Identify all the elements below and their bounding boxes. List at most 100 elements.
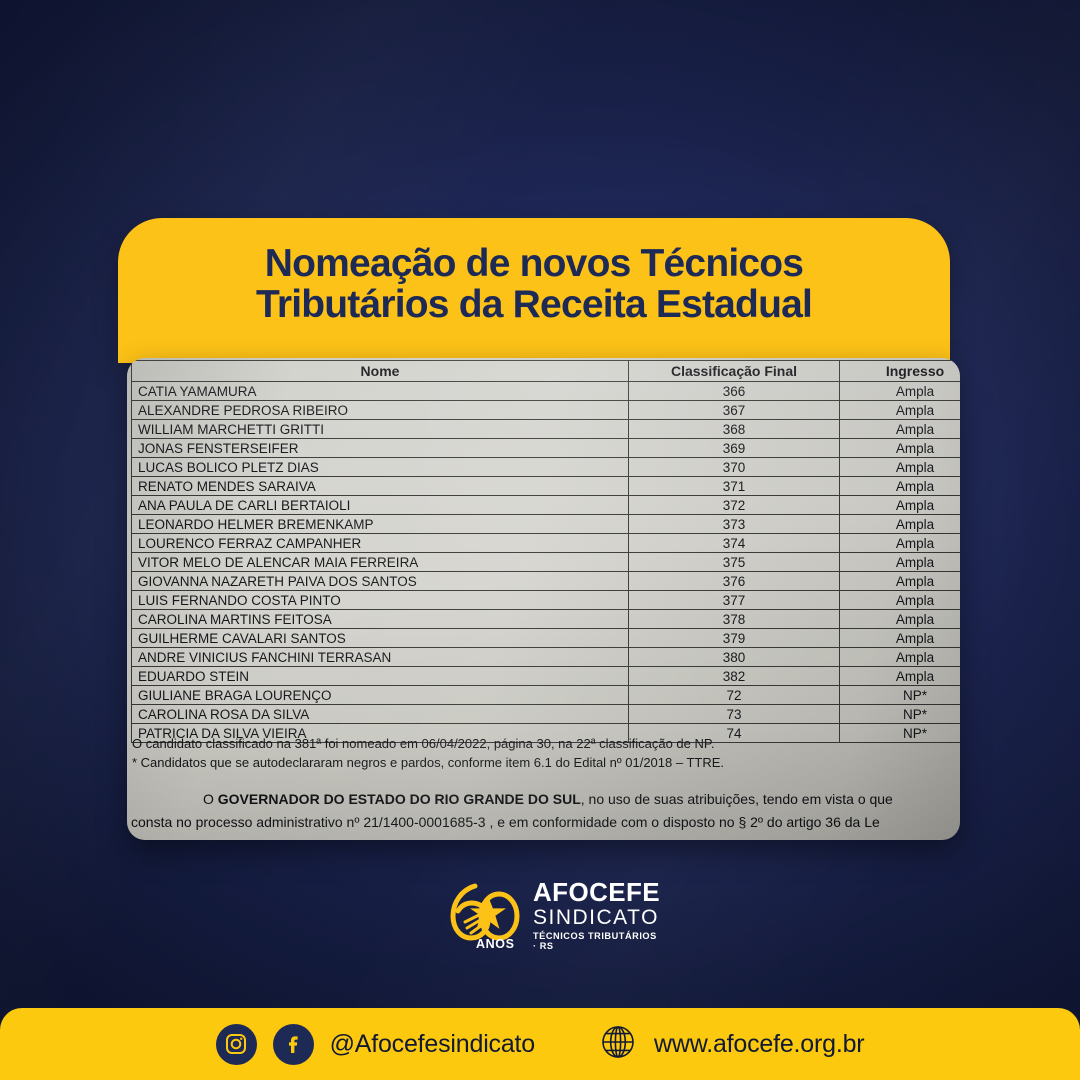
title-line-1: Nomeação de novos Técnicos [264, 242, 804, 285]
table-row: GUILHERME CAVALARI SANTOS 379 Ampla [131, 628, 960, 648]
cell-entry: Ampla [839, 590, 960, 610]
table-row: LUCAS BOLICO PLETZ DIAS 370 Ampla [131, 457, 960, 477]
cell-name: GIOVANNA NAZARETH PAIVA DOS SANTOS [131, 571, 629, 591]
logo-tagline: TÉCNICOS TRIBUTÁRIOS · RS [533, 931, 657, 951]
cell-entry: Ampla [839, 647, 960, 667]
table-row: PATRICIA DA SILVA VIEIRA 74 NP* [131, 723, 960, 743]
anniversary-label: ANOS [476, 937, 515, 951]
cell-classification: 382 [628, 666, 840, 686]
cell-classification: 377 [628, 590, 840, 610]
cell-name: GIULIANE BRAGA LOURENÇO [131, 685, 629, 705]
column-header-classification: Classificação Final [628, 360, 840, 382]
nominations-table: Nome Classificação Final Ingresso CATIA … [131, 360, 960, 743]
cell-entry: Ampla [839, 514, 960, 534]
cell-classification: 368 [628, 419, 840, 439]
cell-name: LUIS FERNANDO COSTA PINTO [131, 590, 629, 610]
cell-classification: 73 [628, 704, 840, 724]
cell-name: CAROLINA ROSA DA SILVA [131, 704, 629, 724]
table-body: CATIA YAMAMURA 366 Ampla ALEXANDRE PEDROSA … [131, 381, 960, 743]
cell-entry: Ampla [839, 571, 960, 591]
footnote-2: * Candidatos que se autodeclararam negro… [132, 754, 725, 770]
cell-classification: 369 [628, 438, 840, 458]
cell-name: WILLIAM MARCHETTI GRITTI [131, 419, 629, 439]
cell-entry: Ampla [839, 495, 960, 515]
social-group[interactable]: @Afocefesindicato [215, 1023, 536, 1065]
cell-classification: 379 [628, 628, 840, 648]
cell-classification: 378 [628, 609, 840, 629]
table-header-row: Nome Classificação Final Ingresso [131, 360, 960, 382]
headline-card: Nomeação de novos Técnicos Tributários d… [118, 218, 950, 363]
table-row: GIOVANNA NAZARETH PAIVA DOS SANTOS 376 Amp… [131, 571, 960, 591]
cell-classification: 367 [628, 400, 840, 420]
cell-classification: 373 [628, 514, 840, 534]
logo-name: AFOCEFE [533, 877, 661, 908]
social-handle[interactable]: @Afocefesindicato [329, 1029, 536, 1058]
cell-classification: 375 [628, 552, 840, 572]
logo-subtitle: SINDICATO [533, 906, 659, 930]
cell-name: CAROLINA MARTINS FEITOSA [131, 609, 629, 629]
table-row: JONAS FENSTERSEIFER 369 Ampla [131, 438, 960, 458]
table-row: VITOR MELO DE ALENCAR MAIA FERREIRA 375 Am… [131, 552, 960, 572]
cell-classification: 370 [628, 457, 840, 477]
cell-classification: 366 [628, 381, 840, 401]
cell-entry: NP* [839, 685, 960, 705]
decree-paragraph: O GOVERNADOR DO ESTADO DO RIO GRANDE DO … [127, 788, 960, 833]
cell-name: LEONARDO HELMER BREMENKAMP [131, 514, 629, 534]
cell-name: ANA PAULA DE CARLI BERTAIOLI [131, 495, 629, 515]
logo-wordmark: AFOCEFE SINDICATO TÉCNICOS TRIBUTÁRIOS ·… [533, 877, 660, 950]
table-row: GIULIANE BRAGA LOURENÇO 72 NP* [131, 685, 960, 705]
table-row: EDUARDO STEIN 382 Ampla [131, 666, 960, 686]
cell-name: JONAS FENSTERSEIFER [131, 438, 629, 458]
table-row: RENATO MENDES SARAIVA 371 Ampla [131, 476, 960, 496]
website-url[interactable]: www.afocefe.org.br [654, 1029, 865, 1058]
cell-entry: Ampla [839, 381, 960, 401]
cell-entry: NP* [839, 723, 960, 743]
cell-classification: 371 [628, 476, 840, 496]
table-row: LEONARDO HELMER BREMENKAMP 373 Ampla [131, 514, 960, 534]
cell-classification: 72 [628, 685, 840, 705]
cell-entry: Ampla [839, 400, 960, 420]
cell-entry: Ampla [839, 457, 960, 477]
footnote-1: O candidato classificado na 381ª foi nom… [132, 736, 715, 751]
instagram-icon[interactable] [215, 1023, 257, 1065]
cell-name: ALEXANDRE PEDROSA RIBEIRO [131, 400, 629, 420]
title-line-2: Tributários da Receita Estadual [255, 283, 813, 327]
cell-name: LOURENCO FERRAZ CAMPANHER [131, 533, 629, 553]
decree-body-1: , no uso de suas atribuições, tendo em v… [580, 791, 893, 807]
afocefe-logo: ANOS AFOCEFE SINDICATO TÉCNICOS TRIBUTÁR… [445, 872, 660, 956]
cell-classification: 376 [628, 571, 840, 591]
facebook-icon[interactable] [272, 1023, 314, 1065]
page-title: Nomeação de novos Técnicos Tributários d… [118, 243, 950, 326]
cell-classification: 374 [628, 533, 840, 553]
table-row: WILLIAM MARCHETTI GRITTI 368 Ampla [131, 419, 960, 439]
cell-entry: Ampla [839, 628, 960, 648]
cell-entry: Ampla [839, 438, 960, 458]
cell-entry: Ampla [839, 609, 960, 629]
footer-bar: @Afocefesindicato www.afocefe.org.br [0, 1008, 1080, 1080]
cell-name: GUILHERME CAVALARI SANTOS [131, 628, 629, 648]
cell-classification: 372 [628, 495, 840, 515]
table-row: LUIS FERNANDO COSTA PINTO 377 Ampla [131, 590, 960, 610]
cell-entry: Ampla [839, 552, 960, 572]
table-row: ANDRE VINICIUS FANCHINI TERRASAN 380 Ampla [131, 647, 960, 667]
decree-lead: O [203, 791, 214, 807]
cell-name: LUCAS BOLICO PLETZ DIAS [131, 457, 629, 477]
decree-line-1: O GOVERNADOR DO ESTADO DO RIO GRANDE DO … [131, 788, 960, 811]
cell-name: CATIA YAMAMURA [131, 381, 629, 401]
column-header-entry: Ingresso [839, 360, 960, 382]
table-row: CATIA YAMAMURA 366 Ampla [131, 381, 960, 401]
website-group[interactable]: www.afocefe.org.br [597, 1021, 865, 1068]
table-row: CAROLINA MARTINS FEITOSA 378 Ampla [131, 609, 960, 629]
cell-classification: 380 [628, 647, 840, 667]
cell-entry: Ampla [839, 533, 960, 553]
globe-icon [597, 1021, 639, 1068]
decree-emphasis: GOVERNADOR DO ESTADO DO RIO GRANDE DO SU… [217, 791, 581, 807]
cell-name: RENATO MENDES SARAIVA [131, 476, 629, 496]
table-row: CAROLINA ROSA DA SILVA 73 NP* [131, 704, 960, 724]
cell-name: EDUARDO STEIN [131, 666, 629, 686]
cell-name: VITOR MELO DE ALENCAR MAIA FERREIRA [131, 552, 629, 572]
sixty-years-icon [450, 883, 520, 941]
cell-entry: Ampla [839, 419, 960, 439]
anniversary-emblem-icon: ANOS [445, 876, 523, 952]
